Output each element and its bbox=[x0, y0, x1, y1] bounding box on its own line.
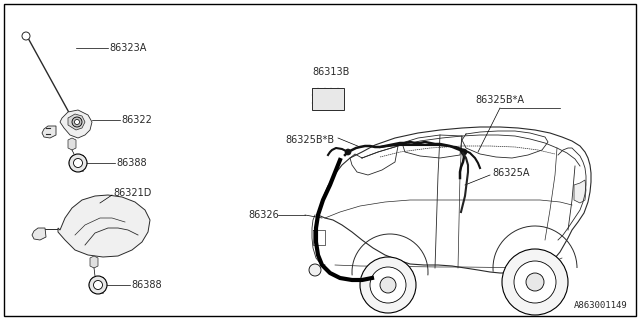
Polygon shape bbox=[574, 180, 586, 203]
Circle shape bbox=[72, 117, 82, 127]
Text: 86321D: 86321D bbox=[113, 188, 152, 198]
Circle shape bbox=[360, 257, 416, 313]
Circle shape bbox=[309, 264, 321, 276]
Circle shape bbox=[345, 149, 351, 155]
Circle shape bbox=[370, 267, 406, 303]
Text: 86323A: 86323A bbox=[109, 43, 147, 53]
Polygon shape bbox=[90, 256, 98, 268]
Text: 86322: 86322 bbox=[121, 115, 152, 125]
Text: 86325B*A: 86325B*A bbox=[475, 95, 524, 105]
Text: 86313B: 86313B bbox=[312, 67, 349, 77]
Circle shape bbox=[461, 149, 467, 155]
Circle shape bbox=[89, 276, 107, 294]
Circle shape bbox=[93, 281, 102, 290]
Bar bbox=[312, 88, 344, 110]
Circle shape bbox=[22, 32, 30, 40]
Text: 86325A: 86325A bbox=[492, 168, 529, 178]
Polygon shape bbox=[42, 126, 56, 138]
Circle shape bbox=[380, 277, 396, 293]
Text: 86388: 86388 bbox=[116, 158, 147, 168]
Circle shape bbox=[502, 249, 568, 315]
Polygon shape bbox=[58, 195, 150, 257]
Text: 86388: 86388 bbox=[131, 280, 162, 290]
Polygon shape bbox=[68, 138, 76, 150]
Circle shape bbox=[526, 273, 544, 291]
Text: 86325B*B: 86325B*B bbox=[285, 135, 334, 145]
Text: A863001149: A863001149 bbox=[574, 301, 628, 310]
Text: 86326: 86326 bbox=[248, 210, 279, 220]
Polygon shape bbox=[68, 114, 85, 130]
Polygon shape bbox=[32, 228, 46, 240]
Polygon shape bbox=[60, 110, 92, 138]
Circle shape bbox=[514, 261, 556, 303]
Circle shape bbox=[74, 119, 79, 124]
Circle shape bbox=[74, 158, 83, 167]
Circle shape bbox=[69, 154, 87, 172]
